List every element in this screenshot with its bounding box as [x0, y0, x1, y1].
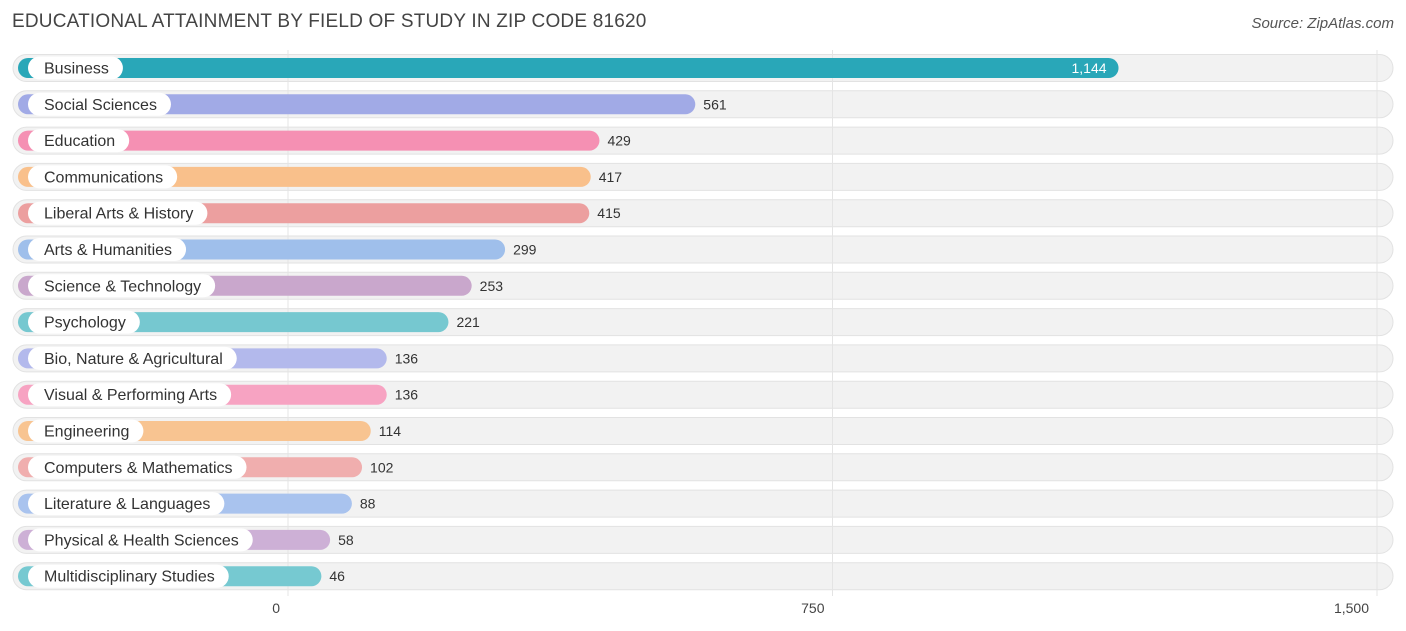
bar-row: Physical & Health Sciences 58 [18, 528, 354, 552]
bar-row: Psychology 221 [18, 310, 480, 334]
bar-row: Visual & Performing Arts 136 [18, 383, 419, 407]
value-label: 417 [599, 169, 623, 185]
category-label-pill [28, 56, 123, 80]
value-label: 46 [329, 568, 345, 584]
category-label: Physical & Health Sciences [44, 532, 239, 549]
value-label: 561 [703, 96, 727, 112]
row-background [12, 525, 1394, 554]
category-label-pill [28, 238, 187, 261]
x-tick-label: 0 [272, 600, 280, 616]
value-label: 221 [456, 314, 480, 330]
bar-row: Arts & Humanities 299 [18, 238, 537, 261]
bars: Business 1,144 Social Sciences 561 Education… [18, 56, 1119, 588]
category-label-pill [28, 528, 253, 552]
bar-row: Engineering 114 [18, 419, 402, 443]
category-label: Visual & Performing Arts [44, 387, 217, 404]
category-label-pill [28, 274, 216, 298]
category-label-pill [28, 310, 140, 334]
x-tick-label: 1,500 [1334, 600, 1369, 616]
category-label-pill [28, 455, 247, 479]
value-label: 253 [480, 278, 504, 294]
category-label-pill [28, 419, 144, 443]
category-label: Science & Technology [44, 278, 201, 295]
value-label: 429 [607, 133, 631, 149]
bar-row: Liberal Arts & History 415 [18, 201, 621, 225]
bar-row: Education 429 [18, 129, 631, 153]
category-label: Arts & Humanities [44, 242, 172, 259]
category-label: Liberal Arts & History [44, 206, 193, 223]
category-label-pill [28, 92, 171, 116]
category-label: Social Sciences [44, 97, 157, 114]
bar-row: Science & Technology 253 [18, 274, 504, 298]
category-label: Multidisciplinary Studies [44, 569, 215, 586]
bar-row: Communications 417 [18, 165, 623, 189]
bar [18, 130, 600, 151]
category-label-pill [28, 564, 229, 588]
value-label: 1,144 [1071, 60, 1106, 76]
x-axis-ticks: 0 750 1,500 [272, 600, 1369, 616]
category-label-pill [28, 165, 178, 189]
category-label-pill [28, 492, 225, 516]
bar [18, 58, 1119, 78]
category-label: Communications [44, 169, 163, 186]
value-label: 136 [395, 387, 419, 403]
category-label: Engineering [44, 424, 129, 441]
bar-row: Bio, Nature & Agricultural 136 [18, 346, 419, 370]
value-label: 58 [338, 532, 354, 548]
row-background [12, 489, 1394, 518]
value-label: 415 [597, 205, 621, 221]
chart-title: EDUCATIONAL ATTAINMENT BY FIELD OF STUDY… [12, 11, 647, 32]
value-label: 102 [370, 459, 394, 475]
row-background [12, 562, 1394, 591]
bar-row: Computers & Mathematics 102 [18, 455, 394, 479]
category-label: Literature & Languages [44, 496, 210, 513]
category-label: Bio, Nature & Agricultural [44, 351, 223, 368]
category-label-pill [28, 383, 232, 407]
value-label: 114 [379, 423, 402, 439]
bar-row: Social Sciences 561 [18, 92, 727, 116]
value-label: 88 [360, 496, 376, 512]
category-label-pill [28, 201, 208, 225]
bar [18, 94, 696, 115]
category-label: Education [44, 133, 115, 150]
category-label-pill [28, 346, 237, 370]
value-label: 299 [513, 242, 537, 258]
bar-row: Multidisciplinary Studies 46 [18, 564, 345, 588]
x-tick-label: 750 [801, 600, 825, 616]
chart-source: Source: ZipAtlas.com [1251, 15, 1394, 32]
category-label: Computers & Mathematics [44, 460, 233, 477]
bar-row: Literature & Languages 88 [18, 492, 376, 516]
category-label: Business [44, 61, 109, 78]
value-label: 136 [395, 350, 419, 366]
category-label: Psychology [44, 315, 126, 332]
bar-row: Business 1,144 [18, 56, 1119, 80]
category-label-pill [28, 129, 130, 153]
